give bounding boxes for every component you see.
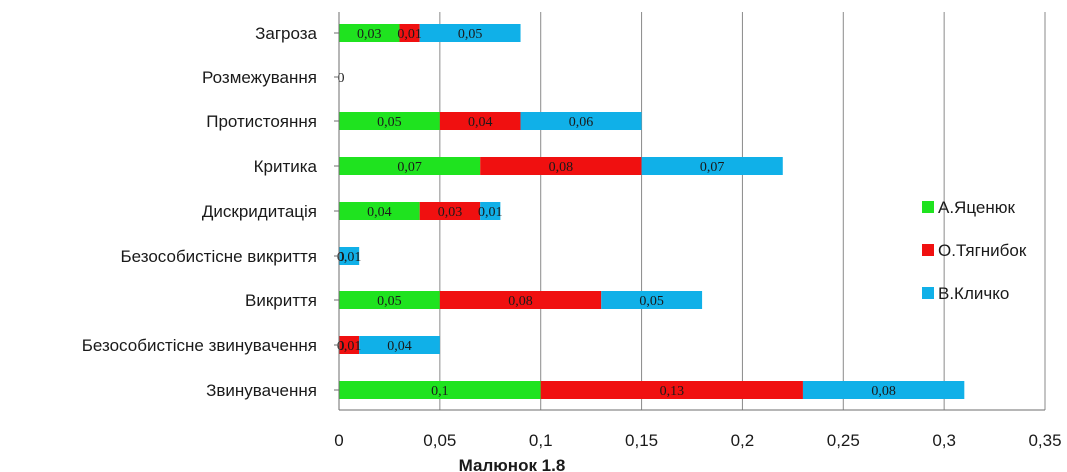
data-label: 0,05 <box>639 294 664 309</box>
bars-layer <box>339 24 965 399</box>
data-label: 0,08 <box>871 384 896 399</box>
legend-swatch <box>922 287 934 299</box>
bar-segment <box>480 202 501 220</box>
data-label: 0,05 <box>458 27 483 42</box>
legend-label: В.Кличко <box>938 284 1009 303</box>
bar-segment <box>339 157 481 175</box>
bar-segment <box>339 112 440 130</box>
axis-layer: 0 0,05 0,1 0,15 0,2 0,25 0,3 0,35 Загроза Розмежу… <box>82 12 1062 450</box>
bar-segment <box>339 202 420 220</box>
data-label: 0,08 <box>508 294 533 309</box>
data-label: 0 <box>338 250 345 265</box>
data-label: 0,01 <box>478 205 503 220</box>
category-label: Протистояння <box>206 112 317 131</box>
bar-segment <box>520 112 642 130</box>
bar-segment <box>802 381 965 399</box>
x-tick-label: 0,3 <box>932 431 956 450</box>
data-label: 0,01 <box>337 250 362 265</box>
data-label: 0 <box>338 250 345 265</box>
bar-segment <box>359 336 440 354</box>
legend-label: А.Яценюк <box>938 198 1015 217</box>
bar-segment <box>419 202 481 220</box>
x-tick-label: 0,15 <box>625 431 658 450</box>
x-tick-label: 0,2 <box>731 431 755 450</box>
x-tick-label: 0,1 <box>529 431 553 450</box>
bar-segment <box>439 112 521 130</box>
data-label: 0,03 <box>438 205 463 220</box>
bar-segment <box>339 24 400 42</box>
data-label: 0,06 <box>569 115 594 130</box>
figure-caption: Малюнок 1.8 <box>459 456 566 472</box>
category-label: Безособистісне викриття <box>121 247 318 266</box>
data-label: 0,04 <box>367 205 392 220</box>
x-tick-label: 0,25 <box>827 431 860 450</box>
data-label: 0,08 <box>549 160 574 175</box>
bar-segment <box>399 24 420 42</box>
data-label: 0,05 <box>377 115 402 130</box>
data-label: 0,04 <box>468 115 493 130</box>
bar-segment <box>601 291 703 309</box>
data-label: 0,13 <box>660 384 685 399</box>
category-label: Загроза <box>255 24 317 43</box>
data-label: 0,01 <box>397 27 422 42</box>
bar-segment <box>540 381 803 399</box>
data-label: 0 <box>338 339 345 354</box>
data-label: 0,01 <box>337 339 362 354</box>
data-label: 0 <box>338 71 345 86</box>
category-label: Звинувачення <box>206 381 317 400</box>
data-labels-layer: 0,03 0,01 0,05 0 0,05 0,04 0,06 0,07 0,08 0,07 0,0… <box>337 27 896 399</box>
data-label: 0,07 <box>700 160 725 175</box>
x-tick-label: 0,35 <box>1028 431 1061 450</box>
category-label: Викриття <box>245 291 317 310</box>
data-label: 0,03 <box>357 27 382 42</box>
bar-segment <box>419 24 521 42</box>
data-label: 0,05 <box>377 294 402 309</box>
category-label: Критика <box>254 157 318 176</box>
grid-layer <box>338 12 1046 410</box>
category-label: Дискридитація <box>202 202 317 221</box>
legend-label: О.Тягнибок <box>938 241 1027 260</box>
bar-segment <box>339 247 360 265</box>
x-tick-label: 0,05 <box>423 431 456 450</box>
category-label: Безособистісне звинувачення <box>82 336 317 355</box>
data-label: 0,1 <box>431 384 449 399</box>
bar-segment <box>339 381 541 399</box>
x-tick-label: 0 <box>334 431 343 450</box>
data-label: 0,07 <box>397 160 422 175</box>
bar-segment <box>480 157 642 175</box>
data-label: 0,04 <box>387 339 412 354</box>
bar-segment <box>339 336 360 354</box>
legend-swatch <box>922 201 934 213</box>
bar-segment <box>439 291 602 309</box>
bar-segment <box>339 291 440 309</box>
category-label: Розмежування <box>202 68 317 87</box>
legend: А.Яценюк О.Тягнибок В.Кличко <box>922 198 1027 303</box>
bar-segment <box>641 157 783 175</box>
legend-swatch <box>922 244 934 256</box>
